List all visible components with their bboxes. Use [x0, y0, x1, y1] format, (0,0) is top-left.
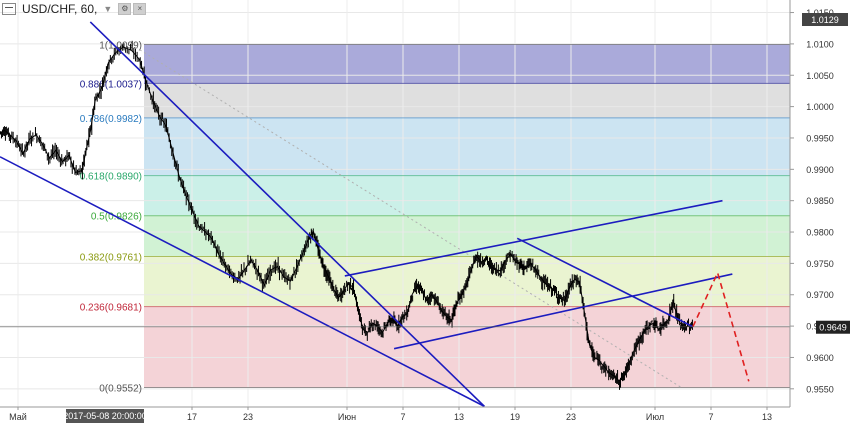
price-tick-label: 0.9900 — [806, 165, 834, 175]
trend-line — [0, 156, 485, 408]
time-tick-label: Май — [9, 412, 27, 422]
settings-icon[interactable]: ⚙ — [118, 3, 132, 15]
grid-lines — [0, 0, 790, 407]
fib-level-label: 0.382(0.9761) — [80, 252, 142, 263]
time-tick-label: 13 — [762, 412, 772, 422]
crosshair-time-bg — [66, 409, 144, 423]
fib-level-label: 0.786(0.9982) — [80, 114, 142, 125]
fib-level-label: 0.886(1.0037) — [80, 79, 142, 90]
trend-channel-lines[interactable] — [0, 21, 733, 408]
chevron-down-icon[interactable]: ▼ — [103, 4, 113, 14]
current-price-tag: 0.9649 — [819, 323, 847, 333]
fib-level-label: 0.236(0.9681) — [80, 303, 142, 314]
time-tick-label: Июн — [338, 412, 356, 422]
time-tick-label: 19 — [510, 412, 520, 422]
projection-line — [692, 270, 750, 382]
time-tick-label: 7 — [400, 412, 405, 422]
time-tick-label: 13 — [454, 412, 464, 422]
fib-band — [144, 44, 790, 84]
crosshair-time-label: 2017-05-08 20:00:00 — [63, 411, 147, 421]
trend-line — [89, 21, 485, 407]
top-price-tag-bg — [802, 13, 848, 26]
symbol-title[interactable]: USD/CHF, 60, — [22, 2, 98, 16]
fibonacci-level-labels: 1(1.0099)0.886(1.0037)0.786(0.9982)0.618… — [80, 41, 142, 395]
price-tick-label: 0.9550 — [806, 384, 834, 394]
time-axis[interactable]: Май 17 23 Июн 7 13 19 23 Июл 7 13 2017-05-08 20:00:… — [0, 406, 790, 424]
trend-line — [516, 237, 694, 328]
price-tick-label: 1.0000 — [806, 102, 834, 112]
price-tick-label: 1.0100 — [806, 39, 834, 49]
trend-line — [344, 199, 723, 277]
price-tick-label: 0.9750 — [806, 259, 834, 269]
price-tick-label: 0.9700 — [806, 290, 834, 300]
fibonacci-bands — [144, 44, 790, 388]
price-tick-label: 0.9800 — [806, 228, 834, 238]
fib-band — [144, 117, 790, 176]
price-line — [0, 46, 693, 382]
time-tick-label: 7 — [708, 412, 713, 422]
close-icon[interactable]: × — [133, 3, 147, 15]
price-candles — [0, 40, 693, 390]
fib-level-label: 0(0.9552) — [99, 384, 142, 395]
time-tick-label: Июл — [646, 412, 664, 422]
price-tick-label: 0.9950 — [806, 133, 834, 143]
fib-diagonal — [131, 44, 682, 388]
time-tick-label: 23 — [243, 412, 253, 422]
projection-path[interactable] — [692, 270, 750, 382]
time-tick-label: 23 — [566, 412, 576, 422]
price-tick-label: 1.0050 — [806, 71, 834, 81]
chart-header: USD/CHF, 60, ▼ ⚙ × — [0, 0, 147, 18]
top-price-tag: 1.0129 — [811, 15, 839, 25]
price-tick-label: 0.9600 — [806, 353, 834, 363]
fib-band — [144, 83, 790, 118]
price-axis[interactable]: 1.01501.01001.00501.00000.99500.99000.98… — [789, 0, 850, 424]
fibonacci-level-lines — [144, 44, 790, 389]
current-price-tag-bg — [816, 320, 850, 334]
fib-band — [144, 215, 790, 257]
fib-band — [144, 175, 790, 216]
fib-band — [144, 306, 790, 388]
price-tick-label: 0.9850 — [806, 196, 834, 206]
trend-line — [393, 273, 733, 350]
fib-diagonal-line — [131, 44, 682, 388]
chart-logo-icon — [2, 3, 16, 15]
price-axis-bg — [790, 0, 850, 424]
time-tick-label: 17 — [187, 412, 197, 422]
fib-level-label: 0.618(0.9890) — [80, 172, 142, 183]
price-tags: 1.0129 0.9649 — [802, 13, 850, 334]
time-axis-bg — [0, 407, 790, 424]
